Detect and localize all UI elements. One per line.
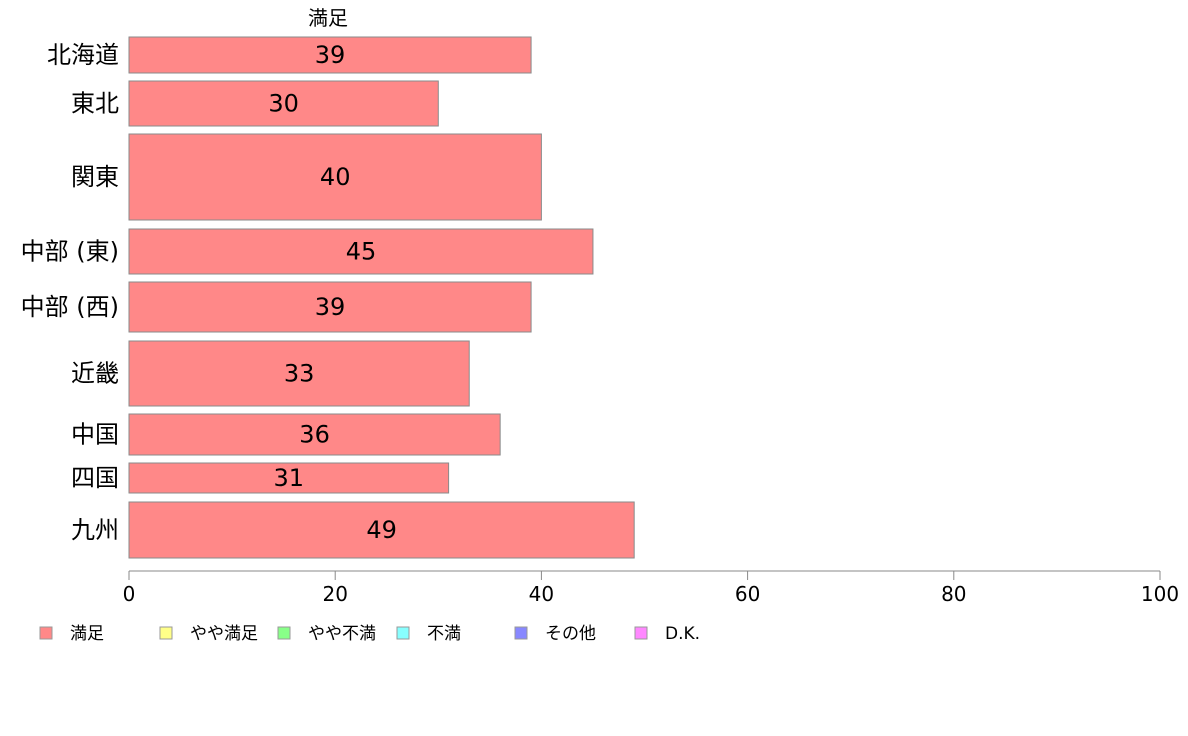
legend-label: 満足 — [70, 624, 104, 644]
data-label: 33 — [284, 360, 315, 388]
bar — [128, 80, 439, 127]
category-label: 中部 (東) — [21, 238, 119, 266]
x-tick-label: 40 — [529, 582, 554, 606]
series-header: 満足 — [308, 6, 348, 30]
legend-label: D.K. — [665, 624, 700, 644]
category-label: 九州 — [71, 516, 119, 544]
legend-label: やや満足 — [190, 624, 258, 644]
x-tick-label: 20 — [322, 582, 347, 606]
legend-label: 不満 — [427, 624, 461, 644]
category-label: 北海道 — [47, 41, 119, 69]
bar — [128, 133, 542, 221]
category-label: 関東 — [71, 163, 119, 191]
x-tick-label: 60 — [735, 582, 760, 606]
bar — [128, 281, 532, 333]
data-label: 30 — [268, 90, 299, 118]
x-tick-label: 100 — [1141, 582, 1179, 606]
data-label: 39 — [315, 293, 346, 321]
x-axis: 0 20 40 60 80 100 — [123, 570, 1179, 606]
legend-swatch — [277, 626, 291, 640]
bar — [128, 462, 450, 494]
legend-swatch — [396, 626, 410, 640]
category-label: 近畿 — [71, 360, 119, 388]
data-label: 39 — [315, 41, 346, 69]
data-label: 36 — [299, 421, 330, 449]
bar — [128, 340, 470, 407]
category-label: 中国 — [71, 421, 119, 449]
category-label: 東北 — [71, 90, 119, 118]
legend: 満足 やや満足 やや不満 不満 その他 D.K. — [39, 624, 700, 644]
category-label: 四国 — [71, 464, 119, 492]
bar — [128, 36, 532, 74]
legend-swatch — [634, 626, 648, 640]
bars-group: 北海道 39 東北 30 関東 40 中部 (東) 45 中部 (西) 39 近畿 33 中国 36 四国 3… — [21, 36, 635, 559]
legend-swatch — [514, 626, 528, 640]
legend-swatch — [159, 626, 173, 640]
legend-swatch — [39, 626, 53, 640]
data-label: 45 — [346, 238, 377, 266]
bar — [128, 501, 635, 559]
data-label: 31 — [274, 464, 305, 492]
legend-label: その他 — [545, 624, 596, 644]
x-tick-label: 0 — [123, 582, 136, 606]
data-label: 49 — [366, 516, 397, 544]
legend-label: やや不満 — [308, 624, 376, 644]
bar — [128, 228, 594, 275]
category-label: 中部 (西) — [21, 293, 119, 321]
data-label: 40 — [320, 163, 351, 191]
x-tick-label: 80 — [941, 582, 966, 606]
bar — [128, 413, 501, 456]
